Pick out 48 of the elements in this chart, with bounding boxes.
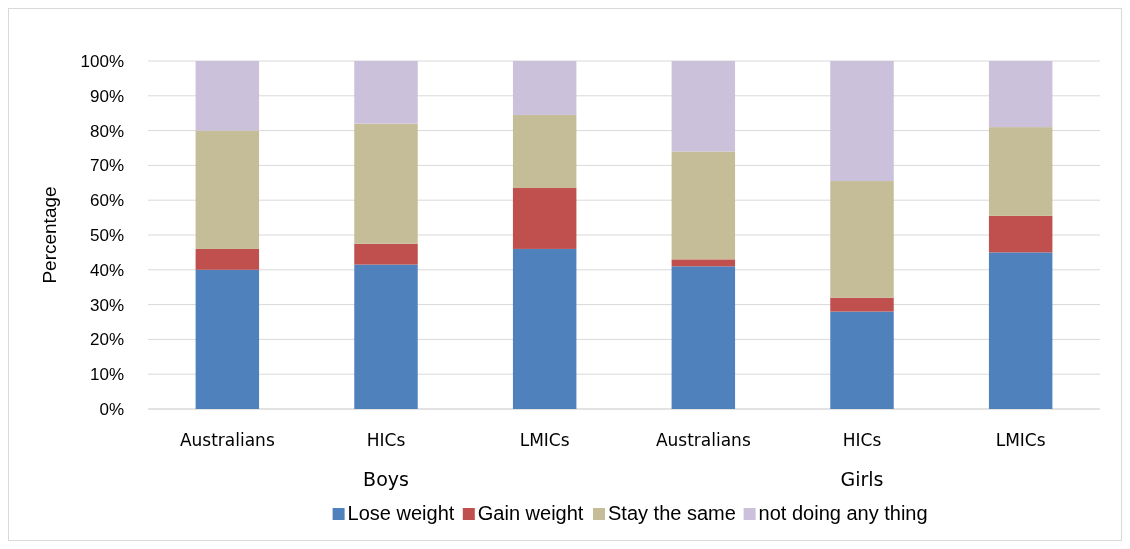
bar bbox=[195, 130, 260, 249]
bar bbox=[830, 181, 894, 298]
y-tick-label: 10% bbox=[89, 365, 124, 385]
text: Boys bbox=[363, 468, 409, 490]
x-tick-label: Australians bbox=[655, 430, 751, 450]
bar bbox=[671, 266, 736, 409]
x-tick-label: HICs bbox=[842, 430, 882, 450]
x-tick-label: LMICs bbox=[519, 430, 570, 450]
bar bbox=[195, 61, 260, 131]
bar bbox=[512, 114, 577, 189]
bar bbox=[354, 61, 418, 124]
legend-label: Stay the same bbox=[608, 502, 736, 524]
bar bbox=[512, 61, 577, 115]
bar bbox=[354, 264, 418, 409]
y-tick-label: 80% bbox=[89, 121, 124, 141]
y-tick-label: 30% bbox=[89, 295, 124, 315]
bar bbox=[354, 123, 418, 244]
legend-label: not doing any thing bbox=[758, 502, 928, 524]
legend-label: Lose weight bbox=[347, 502, 455, 524]
bar bbox=[195, 269, 260, 409]
x-tick-label: Australians bbox=[179, 430, 275, 450]
bar bbox=[988, 215, 1053, 253]
bar bbox=[671, 259, 736, 267]
x-tick-label: HICs bbox=[366, 430, 406, 450]
bar bbox=[988, 252, 1053, 409]
y-tick-label: 60% bbox=[89, 191, 124, 211]
y-tick-label: 90% bbox=[89, 86, 124, 106]
bar bbox=[354, 243, 418, 265]
bar bbox=[671, 61, 736, 152]
bar bbox=[830, 61, 894, 182]
x-tick-label: LMICs bbox=[995, 430, 1046, 450]
y-tick-label: 50% bbox=[89, 225, 124, 245]
bar bbox=[512, 248, 577, 409]
y-tick-label: 70% bbox=[89, 156, 124, 176]
y-tick-label: 0% bbox=[99, 399, 124, 419]
y-axis-title: Percentage bbox=[39, 186, 60, 284]
y-tick-label: 20% bbox=[89, 330, 124, 350]
bar bbox=[195, 248, 260, 270]
text: Girls bbox=[840, 468, 884, 490]
y-tick-label: 40% bbox=[89, 260, 124, 280]
bar bbox=[988, 61, 1053, 128]
bar bbox=[830, 311, 894, 409]
legend-label: Gain weight bbox=[477, 502, 584, 524]
bar bbox=[671, 151, 736, 260]
bar bbox=[512, 188, 577, 249]
bar bbox=[988, 127, 1053, 216]
y-tick-label: 100% bbox=[80, 51, 124, 71]
bar bbox=[830, 297, 894, 312]
